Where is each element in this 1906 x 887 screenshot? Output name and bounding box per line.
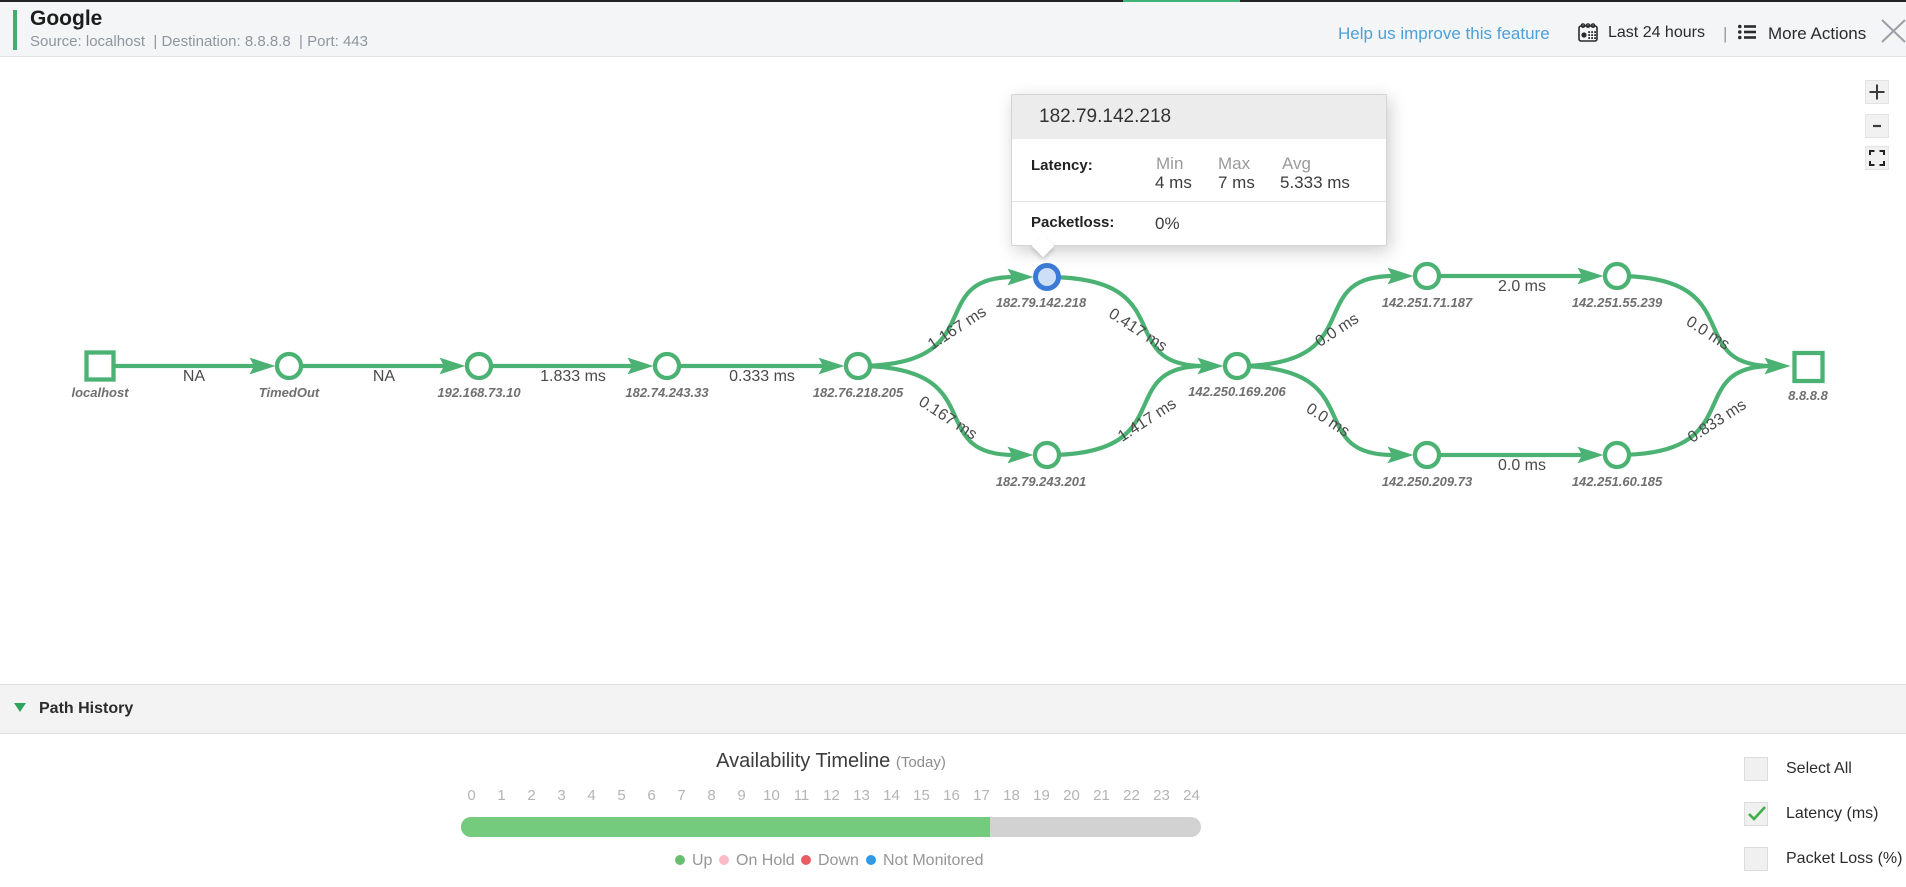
- svg-text:localhost: localhost: [71, 385, 129, 400]
- svg-text:182.74.243.33: 182.74.243.33: [625, 385, 709, 400]
- svg-text:142.251.55.239: 142.251.55.239: [1572, 295, 1663, 310]
- svg-text:182.79.142.218: 182.79.142.218: [996, 295, 1087, 310]
- svg-text:142.251.60.185: 142.251.60.185: [1572, 474, 1663, 489]
- svg-text:142.250.209.73: 142.250.209.73: [1382, 474, 1473, 489]
- svg-text:142.250.169.206: 142.250.169.206: [1188, 384, 1286, 399]
- svg-text:0.333 ms: 0.333 ms: [729, 368, 795, 385]
- svg-text:0.0 ms: 0.0 ms: [1313, 310, 1363, 350]
- svg-text:NA: NA: [183, 368, 206, 385]
- svg-text:0.0 ms: 0.0 ms: [1683, 313, 1733, 353]
- svg-text:1.833 ms: 1.833 ms: [540, 368, 606, 385]
- svg-text:182.76.218.205: 182.76.218.205: [813, 385, 904, 400]
- svg-text:142.251.71.187: 142.251.71.187: [1382, 295, 1473, 310]
- svg-text:2.0 ms: 2.0 ms: [1498, 278, 1546, 295]
- svg-text:NA: NA: [373, 368, 396, 385]
- svg-text:192.168.73.10: 192.168.73.10: [437, 385, 521, 400]
- svg-text:8.8.8.8: 8.8.8.8: [1788, 388, 1829, 403]
- svg-text:182.79.243.201: 182.79.243.201: [996, 474, 1086, 489]
- svg-text:TimedOut: TimedOut: [259, 385, 320, 400]
- svg-text:0.833 ms: 0.833 ms: [1685, 396, 1749, 446]
- svg-text:0.0 ms: 0.0 ms: [1498, 457, 1546, 474]
